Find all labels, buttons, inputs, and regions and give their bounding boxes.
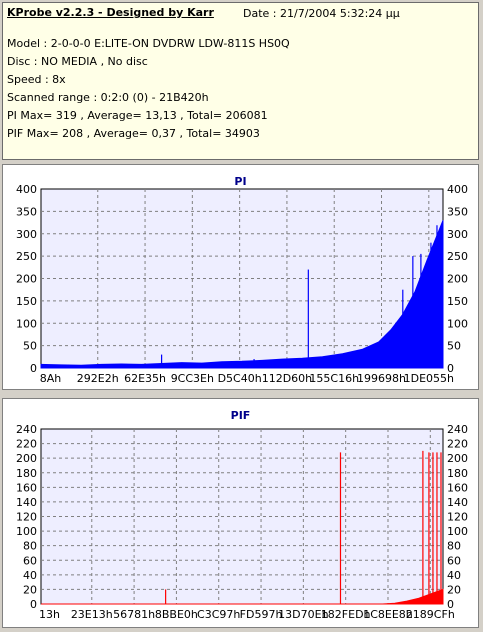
pif-y-tick-label-left: 0 xyxy=(30,598,37,611)
pi-y-tick-label-left: 100 xyxy=(16,317,37,330)
pi-y-tick-label-right: 250 xyxy=(447,250,468,263)
pi-chart-panel: PI 0 0 50 50 100 100 150 150 200 200 250 250 300 300 3… xyxy=(2,164,479,390)
pif-y-tick-label-left: 200 xyxy=(16,452,37,465)
pi-y-tick-label-right: 150 xyxy=(447,295,468,308)
pif-y-tick-label-right: 80 xyxy=(447,540,461,553)
info-panel: KProbe v2.2.3 - Designed by Karr Date : … xyxy=(2,2,479,160)
pi-x-tick-label: D5C40h xyxy=(218,372,262,385)
pif-x-tick-label: 56781h xyxy=(113,608,155,621)
scan-date: Date : 21/7/2004 5:32:24 μμ xyxy=(243,7,400,20)
pi-y-tick-label-right: 200 xyxy=(447,273,468,286)
pi-y-tick-label-left: 400 xyxy=(16,183,37,196)
pif-x-tick-label: 8BBE0h xyxy=(155,608,198,621)
pif-y-tick-label-right: 180 xyxy=(447,467,468,480)
pif-chart-title: PIF xyxy=(230,409,251,422)
pif-x-tick-label: 23E13h xyxy=(71,608,113,621)
pif-x-tick-label: 2189CFh xyxy=(406,608,455,621)
pif-y-tick-label-left: 80 xyxy=(23,540,37,553)
pif-y-tick-label-left: 240 xyxy=(16,423,37,436)
pif-y-tick-label-right: 140 xyxy=(447,496,468,509)
pif-y-tick-label-right: 200 xyxy=(447,452,468,465)
pi-y-tick-label-left: 0 xyxy=(30,362,37,375)
pif-y-tick-label-left: 220 xyxy=(16,438,37,451)
pi-summary-line: PI Max= 319 , Average= 13,13 , Total= 20… xyxy=(7,109,268,122)
pif-y-tick-label-left: 140 xyxy=(16,496,37,509)
pif-summary-line: PIF Max= 208 , Average= 0,37 , Total= 34… xyxy=(7,127,260,140)
pif-y-tick-label-right: 20 xyxy=(447,583,461,596)
pif-y-tick-label-right: 100 xyxy=(447,525,468,538)
pi-y-tick-label-left: 200 xyxy=(16,273,37,286)
pif-y-tick-label-left: 60 xyxy=(23,554,37,567)
pi-x-tick-label: 199698h xyxy=(357,372,406,385)
pif-x-tick-label: FD597h xyxy=(240,608,283,621)
pif-y-tick-label-right: 160 xyxy=(447,481,468,494)
pi-y-tick-label-right: 50 xyxy=(447,340,461,353)
pif-y-tick-label-right: 240 xyxy=(447,423,468,436)
pi-x-tick-label: 9CC3Eh xyxy=(171,372,214,385)
pi-chart: 0 0 50 50 100 100 150 150 200 200 250 250 300 300 350 3… xyxy=(16,183,468,385)
pi-x-tick-label: 112D60h xyxy=(262,372,312,385)
pif-x-tick-label: 13D70Eh xyxy=(278,608,328,621)
pif-x-tick-label: 1C8EE8h xyxy=(363,608,413,621)
pif-y-tick-label-left: 180 xyxy=(16,467,37,480)
pi-y-tick-label-right: 400 xyxy=(447,183,468,196)
pif-chart-panel: PIF 0 0 20 20 40 40 60 60 80 80 100 100 120 120 140 140… xyxy=(2,398,479,628)
pif-y-tick-label-right: 220 xyxy=(447,438,468,451)
pi-y-tick-label-left: 50 xyxy=(23,340,37,353)
pif-y-tick-label-right: 60 xyxy=(447,554,461,567)
pif-x-tick-label: C3C97h xyxy=(197,608,240,621)
pi-x-tick-label: 1DE055h xyxy=(404,372,454,385)
pi-x-tick-label: 155C16h xyxy=(309,372,359,385)
pif-y-tick-label-left: 120 xyxy=(16,511,37,524)
pif-y-tick-label-left: 20 xyxy=(23,583,37,596)
app-title: KProbe v2.2.3 - Designed by Karr xyxy=(7,6,214,19)
pif-series-area xyxy=(41,588,444,605)
pif-y-tick-label-left: 40 xyxy=(23,569,37,582)
pif-y-tick-label-right: 0 xyxy=(447,598,454,611)
pif-y-tick-label-left: 100 xyxy=(16,525,37,538)
pi-y-tick-label-left: 350 xyxy=(16,205,37,218)
disc-line: Disc : NO MEDIA , No disc xyxy=(7,55,148,68)
pi-y-tick-label-left: 150 xyxy=(16,295,37,308)
pi-x-tick-label: 62E35h xyxy=(124,372,166,385)
model-line: Model : 2-0-0-0 E:LITE-ON DVDRW LDW-811S… xyxy=(7,37,290,50)
pif-y-tick-label-left: 160 xyxy=(16,481,37,494)
pi-x-tick-label: 8Ah xyxy=(40,372,62,385)
pi-chart-title: PI xyxy=(234,175,247,188)
pi-y-tick-label-right: 300 xyxy=(447,228,468,241)
pi-y-tick-label-left: 300 xyxy=(16,228,37,241)
pif-y-tick-label-right: 120 xyxy=(447,511,468,524)
pif-x-tick-label: 182FEDh xyxy=(321,608,371,621)
pi-y-tick-label-left: 250 xyxy=(16,250,37,263)
range-line: Scanned range : 0:2:0 (0) - 21B420h xyxy=(7,91,209,104)
pi-y-tick-label-right: 100 xyxy=(447,317,468,330)
pi-x-tick-label: 292E2h xyxy=(77,372,119,385)
speed-line: Speed : 8x xyxy=(7,73,66,86)
pi-y-tick-label-right: 0 xyxy=(447,362,454,375)
pif-y-tick-label-right: 40 xyxy=(447,569,461,582)
pif-x-tick-label: 13h xyxy=(39,608,60,621)
pi-y-tick-label-right: 350 xyxy=(447,205,468,218)
